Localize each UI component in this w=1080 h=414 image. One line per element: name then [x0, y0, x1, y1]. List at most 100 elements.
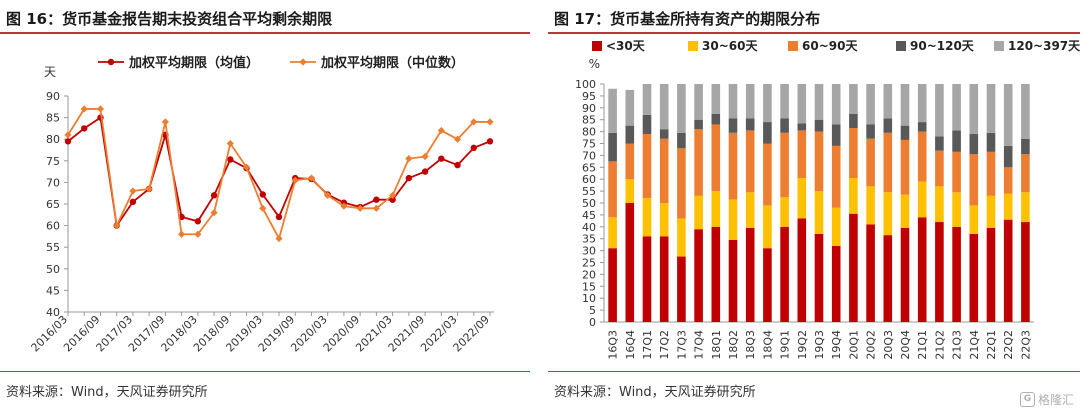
bar-segment-1 [677, 218, 686, 257]
bar-segment-0 [900, 227, 910, 322]
x-tick-label: 22Q2 [1002, 330, 1015, 360]
bar-segment-3 [969, 133, 979, 155]
x-tick-label: 2022/09 [451, 313, 493, 355]
bar-segment-0 [866, 224, 875, 322]
series-0-point [129, 198, 137, 206]
left-source-rule [0, 371, 530, 372]
bar-segment-2 [849, 128, 858, 179]
right-figure-title: 图 17：货币基金所持有资产的期限分布 [554, 10, 821, 28]
bar-segment-2 [711, 124, 721, 192]
series-0-point [470, 144, 477, 152]
bar-segment-1 [625, 179, 635, 203]
x-tick-label: 16Q3 [607, 330, 620, 360]
series-0-point [486, 138, 494, 145]
series-1-point [486, 118, 494, 126]
series-1-point [178, 230, 186, 238]
bar-segment-1 [917, 181, 927, 218]
bar-segment-0 [831, 245, 841, 322]
y-tick-label: 50 [582, 197, 596, 210]
series-1-point [291, 176, 299, 184]
y-tick-label: 20 [582, 268, 596, 281]
y-tick-label: 5 [589, 304, 596, 317]
bar-segment-1 [883, 192, 893, 236]
bar-segment-2 [883, 132, 893, 193]
x-tick-label: 21Q1 [916, 330, 929, 360]
bar-segment-2 [797, 130, 807, 179]
bar-segment-1 [900, 194, 910, 228]
series-0-point [421, 168, 429, 175]
bar-segment-3 [917, 122, 927, 132]
y-tick-label: 55 [582, 185, 596, 198]
bar-segment-0 [917, 217, 927, 322]
series-0-point [454, 161, 461, 169]
series-1-point [437, 126, 445, 135]
bar-segment-3 [711, 113, 721, 125]
bar-segment-3 [866, 124, 875, 139]
y-tick-label: 45 [582, 209, 596, 222]
bar-segment-4 [694, 84, 703, 120]
series-1-point [259, 204, 267, 212]
legend-label: 30~60天 [702, 39, 758, 53]
bar-segment-1 [866, 186, 875, 225]
bar-segment-4 [814, 84, 824, 120]
bar-segment-2 [745, 130, 755, 193]
y-tick-label: 0 [589, 316, 596, 329]
x-tick-label: 20Q1 [847, 330, 860, 360]
bar-segment-3 [797, 123, 807, 131]
y-tick-label: 95 [582, 90, 596, 103]
bar-segment-4 [986, 84, 996, 133]
bar-segment-4 [711, 84, 721, 114]
legend-swatch [896, 41, 906, 51]
x-tick-label: 19Q2 [796, 330, 809, 360]
bar-segment-2 [814, 131, 824, 192]
bar-segment-4 [745, 84, 755, 119]
bar-segment-4 [952, 84, 961, 131]
bar-segment-2 [1003, 167, 1013, 194]
series-1-point [80, 105, 88, 113]
bar-segment-0 [728, 239, 738, 322]
y-tick-label: 90 [46, 90, 60, 103]
bar-segment-3 [1021, 138, 1030, 155]
bar-segment-2 [608, 161, 617, 218]
series-1-point [113, 222, 121, 230]
watermark-text: 格隆汇 [1037, 393, 1074, 407]
series-0-point [405, 174, 413, 182]
series-1-point [421, 152, 429, 161]
bar-segment-4 [849, 84, 858, 114]
bar-segment-4 [1021, 84, 1030, 139]
y-tick-label: 80 [46, 133, 60, 146]
series-1-point [453, 135, 462, 143]
x-tick-label: 20Q3 [882, 330, 895, 360]
series-1-point [64, 131, 72, 139]
bar-segment-0 [780, 226, 789, 322]
x-tick-label: 22Q1 [985, 330, 998, 360]
bar-segment-1 [659, 203, 669, 237]
legend-marker [107, 58, 115, 66]
bar-segment-4 [780, 84, 789, 119]
bar-segment-2 [935, 150, 944, 187]
x-tick-label: 18Q2 [727, 330, 740, 360]
bar-segment-3 [694, 119, 703, 130]
bar-segment-3 [608, 132, 617, 162]
y-tick-label: 70 [46, 176, 60, 189]
series-1-point [307, 174, 316, 182]
bar-segment-1 [642, 198, 652, 237]
bar-segment-0 [763, 248, 772, 322]
bar-segment-0 [659, 236, 669, 322]
x-tick-label: 19Q3 [813, 330, 826, 360]
bar-segment-1 [849, 178, 858, 214]
y-tick-label: 25 [582, 257, 596, 270]
left-chart-panel: 图 16：货币基金报告期末投资组合平均剩余期限 天 40 45 50 55 60 65 70 7… [0, 0, 530, 414]
y-axis-label: 天 [44, 65, 56, 79]
y-tick-label: 65 [582, 161, 596, 174]
bar-segment-4 [831, 84, 841, 125]
bar-segment-4 [763, 84, 772, 123]
legend-label: 120~397天 [1008, 39, 1080, 53]
bar-segment-2 [625, 143, 635, 180]
legend-swatch [788, 41, 798, 51]
bar-segment-2 [694, 129, 703, 196]
x-tick-label: 17Q3 [675, 330, 688, 360]
legend-label: 60~90天 [802, 39, 858, 53]
x-tick-label: 18Q3 [744, 330, 757, 360]
bar-segment-2 [969, 154, 979, 206]
